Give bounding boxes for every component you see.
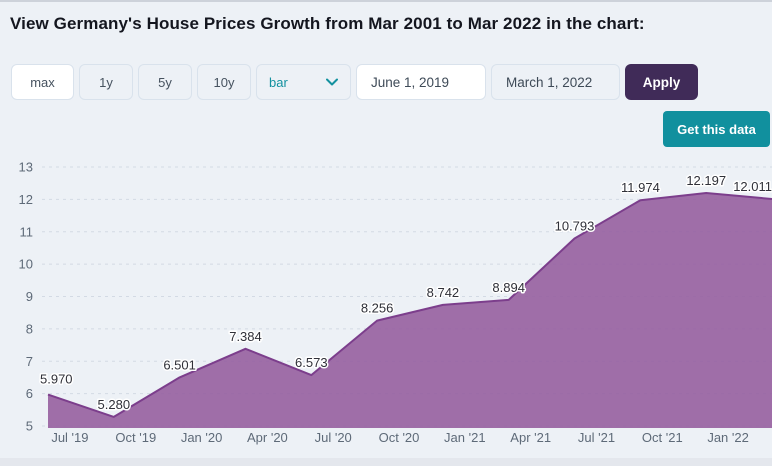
end-date-input[interactable] — [491, 64, 620, 100]
footer-strip — [0, 458, 772, 466]
point-label: 5.970 — [40, 372, 73, 387]
page-title: View Germany's House Prices Growth from … — [10, 14, 645, 33]
point-label: 12.197 — [686, 173, 726, 188]
y-tick-label: 11 — [20, 224, 34, 239]
range-button-5y[interactable]: 5y — [138, 64, 192, 100]
x-tick-label: Jul '19 — [51, 430, 88, 445]
point-label: 5.280 — [98, 397, 131, 412]
point-label: 11.974 — [621, 180, 660, 195]
chevron-down-icon — [326, 78, 338, 86]
point-label: 8.256 — [361, 301, 394, 316]
chart-type-value: bar — [269, 74, 288, 90]
chart-svg: 5 6 7 8 9 10 11 12 13 Jul '19 Oct '19 Jan '20 Apr '2… — [19, 160, 772, 445]
y-tick-label: 6 — [26, 386, 33, 401]
y-tick-label: 8 — [26, 321, 33, 336]
range-button-max[interactable]: max — [11, 64, 74, 100]
toolbar: max 1y 5y 10y bar Apply — [11, 64, 762, 100]
point-label: 6.573 — [295, 355, 328, 370]
x-tick-label: Oct '19 — [115, 430, 156, 445]
point-label: 10.793 — [555, 219, 595, 234]
x-tick-label: Jan '22 — [707, 430, 749, 445]
y-tick-label: 13 — [19, 160, 33, 175]
point-label: 8.742 — [427, 285, 460, 300]
point-label: 12.011 — [733, 179, 772, 194]
x-tick-label: Jan '20 — [181, 430, 223, 445]
point-label: 6.501 — [163, 357, 196, 372]
x-tick-label: Apr '20 — [247, 430, 288, 445]
x-tick-label: Jan '21 — [444, 430, 486, 445]
chart-type-select[interactable]: bar — [256, 64, 351, 100]
start-date-input[interactable] — [356, 64, 486, 100]
x-tick-label: Oct '21 — [642, 430, 683, 445]
range-button-10y[interactable]: 10y — [197, 64, 251, 100]
y-tick-label: 5 — [26, 419, 33, 434]
x-tick-label: Oct '20 — [379, 430, 420, 445]
point-label: 8.894 — [492, 280, 525, 295]
y-tick-label: 9 — [26, 289, 33, 304]
chart-area: 5 6 7 8 9 10 11 12 13 Jul '19 Oct '19 Jan '20 Apr '2… — [0, 149, 772, 460]
y-tick-label: 10 — [19, 257, 33, 272]
get-this-data-button[interactable]: Get this data — [663, 111, 770, 147]
point-label: 7.384 — [229, 329, 262, 344]
area-line — [47, 192, 772, 418]
x-tick-label: Apr '21 — [510, 430, 551, 445]
range-button-1y[interactable]: 1y — [79, 64, 133, 100]
x-tick-label: Jul '21 — [578, 430, 615, 445]
apply-button[interactable]: Apply — [625, 64, 698, 100]
area-fill — [48, 193, 772, 428]
y-tick-label: 7 — [26, 354, 33, 369]
get-data-row: Get this data — [0, 111, 770, 147]
y-tick-label: 12 — [19, 192, 33, 207]
x-tick-label: Jul '20 — [315, 430, 352, 445]
